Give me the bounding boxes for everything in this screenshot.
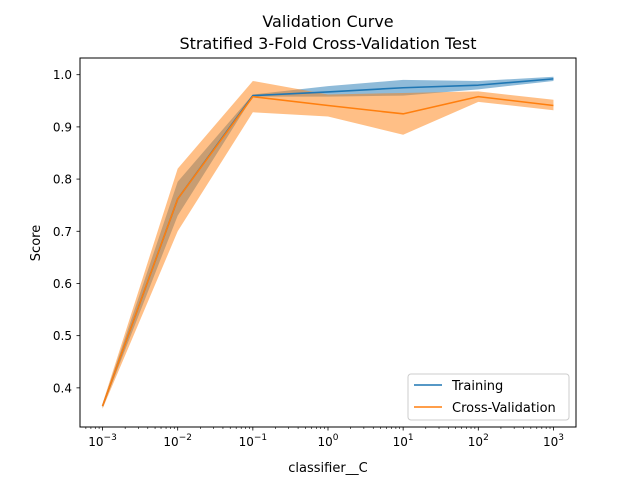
- legend-box: [407, 373, 570, 421]
- x-tick-label: 101: [393, 433, 414, 449]
- band-cross-validation: [102, 80, 554, 409]
- y-axis-label: Score: [29, 225, 44, 261]
- x-tick-label: 10−1: [239, 433, 268, 449]
- y-tick-label: 0.9: [53, 120, 72, 134]
- x-axis-ticks: 10−3 10−2 10−1 100 101 102 103: [85, 427, 564, 449]
- legend-label-cross-validation: Cross-Validation: [452, 401, 556, 416]
- x-tick-label: 100: [317, 433, 338, 449]
- y-tick-label: 0.6: [53, 277, 72, 291]
- legend: Training Cross-Validation: [407, 373, 570, 421]
- y-tick-label: 0.5: [53, 329, 72, 343]
- series-lines: [101, 78, 554, 407]
- chart-title: Validation Curve: [262, 12, 393, 31]
- y-tick-label: 1.0: [53, 68, 72, 82]
- x-axis-label: classifier__C: [288, 461, 368, 476]
- x-tick-label: 102: [468, 433, 489, 449]
- y-axis-ticks: 0.4 0.5 0.6 0.7 0.8 0.9 1.0: [53, 68, 80, 395]
- y-tick-label: 0.4: [53, 381, 72, 395]
- line-cross-validation: [101, 95, 554, 407]
- chart-subtitle: Stratified 3-Fold Cross-Validation Test: [179, 34, 476, 53]
- y-tick-label: 0.7: [53, 225, 72, 239]
- y-tick-label: 0.8: [53, 173, 72, 187]
- x-tick-label: 103: [543, 433, 564, 449]
- confidence-bands: [102, 76, 554, 409]
- legend-label-training: Training: [451, 379, 503, 394]
- x-tick-label: 10−2: [163, 433, 192, 449]
- x-tick-label: 10−3: [88, 433, 117, 449]
